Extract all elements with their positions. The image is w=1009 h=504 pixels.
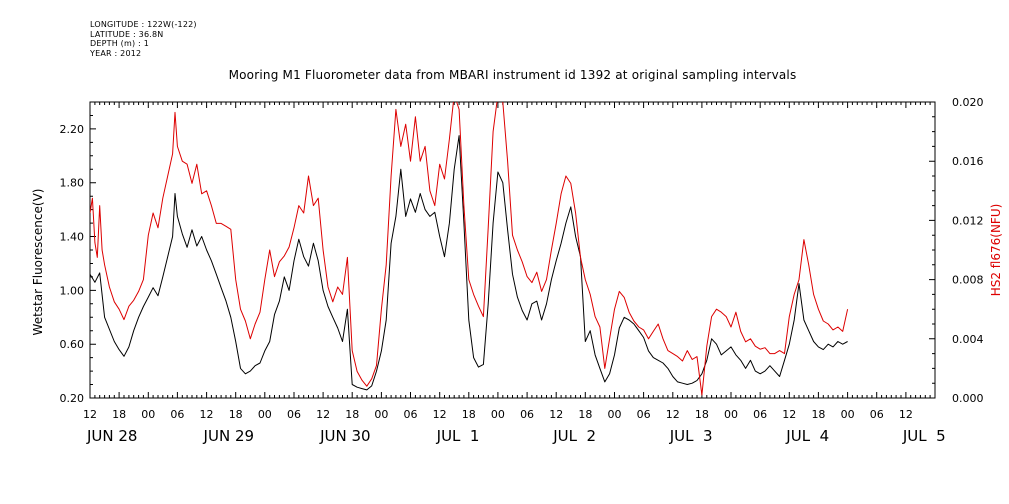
x-axis-ticks bbox=[89, 102, 936, 398]
x-tick-label: 06 bbox=[404, 408, 418, 421]
x-tick-label: 12 bbox=[782, 408, 796, 421]
x-day-label: JUL 2 bbox=[552, 427, 596, 445]
x-tick-label: 00 bbox=[374, 408, 388, 421]
y-right-axis-ticks bbox=[929, 101, 935, 399]
x-tick-label: 12 bbox=[666, 408, 680, 421]
meta-year: YEAR : 2012 bbox=[90, 48, 142, 58]
x-tick-label: 06 bbox=[520, 408, 534, 421]
x-day-label: JUL 3 bbox=[669, 427, 713, 445]
x-day-label: JUL 4 bbox=[785, 427, 829, 445]
x-tick-label: 06 bbox=[637, 408, 651, 421]
meta-longitude: LONGITUDE : 122W(-122) bbox=[90, 20, 197, 29]
x-tick-label: 18 bbox=[578, 408, 592, 421]
meta-latitude: LATITUDE : 36.8N bbox=[90, 29, 164, 39]
x-day-label: JUN 30 bbox=[319, 427, 370, 445]
x-day-label: JUN 28 bbox=[86, 427, 137, 445]
x-tick-label: 00 bbox=[841, 408, 855, 421]
x-tick-label: 12 bbox=[200, 408, 214, 421]
y-right-tick-label: 0.008 bbox=[952, 274, 984, 287]
x-tick-label: 12 bbox=[83, 408, 97, 421]
series-line-wetstar bbox=[90, 135, 848, 391]
x-tick-label: 06 bbox=[870, 408, 884, 421]
y-right-tick-label: 0.012 bbox=[952, 214, 984, 227]
x-tick-label: 12 bbox=[433, 408, 447, 421]
y-tick-label: 0.20 bbox=[60, 392, 85, 405]
x-tick-label: 18 bbox=[112, 408, 126, 421]
x-tick-label: 12 bbox=[549, 408, 563, 421]
y-right-tick-label: 0.000 bbox=[952, 392, 984, 405]
x-tick-label: 06 bbox=[170, 408, 184, 421]
x-tick-label: 18 bbox=[811, 408, 825, 421]
x-tick-label: 00 bbox=[491, 408, 505, 421]
x-tick-label: 12 bbox=[899, 408, 913, 421]
chart-title: Mooring M1 Fluorometer data from MBARI i… bbox=[228, 68, 797, 82]
x-day-label: JUN 29 bbox=[203, 427, 254, 445]
x-tick-label: 06 bbox=[287, 408, 301, 421]
meta-depth: DEPTH (m) : 1 bbox=[90, 39, 149, 48]
series-line-hs2 bbox=[90, 102, 849, 396]
y-right-tick-label: 0.016 bbox=[952, 155, 984, 168]
x-day-label: JUL 5 bbox=[902, 427, 946, 445]
x-tick-label: 00 bbox=[607, 408, 621, 421]
x-tick-label: 18 bbox=[229, 408, 243, 421]
x-tick-label: 18 bbox=[462, 408, 476, 421]
x-tick-label: 00 bbox=[141, 408, 155, 421]
plot-frame bbox=[89, 101, 936, 399]
y-right-tick-label: 0.004 bbox=[952, 333, 984, 346]
y-tick-label: 1.00 bbox=[60, 284, 85, 297]
y-tick-label: 2.20 bbox=[60, 123, 85, 136]
x-tick-label: 06 bbox=[753, 408, 767, 421]
y-tick-label: 1.80 bbox=[60, 177, 85, 190]
y-right-axis-label: HS2 fl676(NFU) bbox=[989, 204, 1003, 297]
y-right-tick-label: 0.020 bbox=[952, 96, 984, 109]
metadata-block: LONGITUDE : 122W(-122) LATITUDE : 36.8N … bbox=[90, 20, 197, 58]
y-axis-label: Wetstar Fluorescence(V) bbox=[31, 189, 45, 336]
x-tick-label: 18 bbox=[345, 408, 359, 421]
x-tick-label: 00 bbox=[724, 408, 738, 421]
y-tick-label: 1.40 bbox=[60, 231, 85, 244]
x-tick-label: 18 bbox=[695, 408, 709, 421]
y-tick-label: 0.60 bbox=[60, 338, 85, 351]
x-tick-label: 12 bbox=[316, 408, 330, 421]
x-day-label: JUL 1 bbox=[436, 427, 480, 445]
y-axis-ticks bbox=[90, 101, 96, 399]
x-tick-label: 00 bbox=[258, 408, 272, 421]
